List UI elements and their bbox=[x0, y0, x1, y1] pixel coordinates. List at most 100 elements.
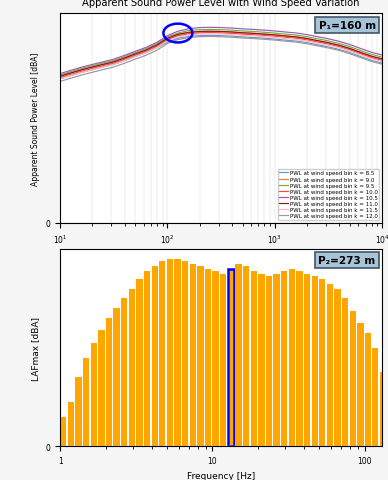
PWL at wind speed bin k = 9.5 bbox=[155, 42, 159, 48]
Bar bbox=[75, 377, 81, 446]
PWL at wind speed bin k = 9.5 bbox=[262, 30, 267, 36]
PWL at wind speed bin k = 9.5 bbox=[230, 28, 234, 34]
PWL at wind speed bin k = 10.0 bbox=[251, 33, 256, 38]
PWL at wind speed bin k = 10.0 bbox=[175, 34, 180, 39]
PWL at wind speed bin k = 10.5 bbox=[305, 33, 310, 38]
PWL at wind speed bin k = 12.0 bbox=[197, 35, 202, 40]
PWL at wind speed bin k = 11.0 bbox=[326, 41, 331, 47]
PWL at wind speed bin k = 10.0 bbox=[100, 64, 105, 70]
PWL at wind speed bin k = 12.0 bbox=[58, 79, 62, 85]
PWL at wind speed bin k = 9.5 bbox=[197, 28, 202, 34]
PWL at wind speed bin k = 10.5 bbox=[58, 72, 62, 77]
Bar bbox=[129, 289, 135, 446]
PWL at wind speed bin k = 12.0 bbox=[305, 42, 310, 48]
PWL at wind speed bin k = 9.0 bbox=[100, 62, 105, 68]
Bar bbox=[235, 264, 242, 446]
PWL at wind speed bin k = 12.0 bbox=[230, 35, 234, 41]
PWL at wind speed bin k = 11.5 bbox=[80, 70, 84, 76]
PWL at wind speed bin k = 11.0 bbox=[337, 43, 342, 49]
PWL at wind speed bin k = 8.5 bbox=[123, 59, 127, 64]
PWL at wind speed bin k = 12.0 bbox=[283, 39, 288, 45]
Bar bbox=[220, 274, 227, 446]
PWL at wind speed bin k = 9.5 bbox=[315, 37, 320, 43]
PWL at wind speed bin k = 11.0 bbox=[197, 30, 202, 36]
PWL at wind speed bin k = 9.0 bbox=[240, 31, 245, 36]
PWL at wind speed bin k = 11.5 bbox=[175, 35, 180, 41]
PWL at wind speed bin k = 12.0 bbox=[315, 44, 320, 49]
PWL at wind speed bin k = 11.5 bbox=[272, 36, 277, 41]
Bar bbox=[174, 259, 181, 446]
Text: P₁=160 m: P₁=160 m bbox=[319, 21, 376, 31]
Bar bbox=[190, 264, 196, 446]
PWL at wind speed bin k = 8.5 bbox=[348, 51, 352, 57]
PWL at wind speed bin k = 10.5 bbox=[251, 27, 256, 33]
PWL at wind speed bin k = 12.0 bbox=[240, 36, 245, 42]
PWL at wind speed bin k = 12.0 bbox=[175, 37, 180, 43]
Bar bbox=[205, 269, 211, 446]
Bar bbox=[312, 276, 318, 446]
PWL at wind speed bin k = 10.5 bbox=[165, 34, 170, 39]
PWL at wind speed bin k = 11.0 bbox=[165, 36, 170, 42]
PWL at wind speed bin k = 8.5 bbox=[240, 35, 245, 41]
PWL at wind speed bin k = 9.5 bbox=[240, 29, 245, 35]
PWL at wind speed bin k = 9.5 bbox=[283, 32, 288, 38]
PWL at wind speed bin k = 10.5 bbox=[144, 46, 148, 51]
PWL at wind speed bin k = 11.0 bbox=[80, 68, 84, 73]
PWL at wind speed bin k = 8.5 bbox=[315, 43, 320, 48]
Bar bbox=[327, 284, 333, 446]
PWL at wind speed bin k = 12.0 bbox=[90, 70, 95, 76]
PWL at wind speed bin k = 11.5 bbox=[208, 32, 213, 37]
PWL at wind speed bin k = 10.5 bbox=[337, 39, 342, 45]
PWL at wind speed bin k = 12.0 bbox=[272, 38, 277, 44]
Line: PWL at wind speed bin k = 11.0: PWL at wind speed bin k = 11.0 bbox=[60, 32, 382, 77]
PWL at wind speed bin k = 11.5 bbox=[123, 59, 127, 64]
PWL at wind speed bin k = 10.5 bbox=[133, 49, 137, 55]
PWL at wind speed bin k = 9.0 bbox=[155, 43, 159, 48]
PWL at wind speed bin k = 8.5 bbox=[272, 37, 277, 43]
PWL at wind speed bin k = 10.0 bbox=[133, 53, 137, 59]
PWL at wind speed bin k = 9.0 bbox=[175, 33, 180, 38]
PWL at wind speed bin k = 10.0 bbox=[326, 42, 331, 48]
PWL at wind speed bin k = 10.5 bbox=[66, 69, 71, 75]
PWL at wind speed bin k = 10.0 bbox=[315, 40, 320, 46]
PWL at wind speed bin k = 11.5 bbox=[326, 43, 331, 49]
PWL at wind speed bin k = 10.0 bbox=[80, 69, 84, 75]
PWL at wind speed bin k = 12.0 bbox=[337, 48, 342, 54]
PWL at wind speed bin k = 10.0 bbox=[66, 73, 71, 79]
PWL at wind speed bin k = 9.0 bbox=[230, 30, 234, 36]
PWL at wind speed bin k = 11.5 bbox=[90, 68, 95, 73]
Bar bbox=[365, 333, 371, 446]
PWL at wind speed bin k = 11.5 bbox=[369, 57, 374, 63]
PWL at wind speed bin k = 12.0 bbox=[165, 42, 170, 48]
PWL at wind speed bin k = 12.0 bbox=[208, 35, 213, 40]
PWL at wind speed bin k = 8.5 bbox=[230, 34, 234, 40]
PWL at wind speed bin k = 10.5 bbox=[262, 28, 267, 34]
PWL at wind speed bin k = 10.0 bbox=[240, 32, 245, 38]
PWL at wind speed bin k = 10.5 bbox=[294, 31, 299, 37]
Text: P₂=273 m: P₂=273 m bbox=[319, 255, 376, 265]
Bar bbox=[136, 279, 143, 446]
PWL at wind speed bin k = 10.0 bbox=[380, 58, 385, 64]
PWL at wind speed bin k = 10.0 bbox=[337, 45, 342, 50]
PWL at wind speed bin k = 11.0 bbox=[294, 35, 299, 41]
PWL at wind speed bin k = 11.0 bbox=[219, 30, 223, 36]
PWL at wind speed bin k = 11.0 bbox=[123, 56, 127, 61]
PWL at wind speed bin k = 11.5 bbox=[380, 60, 385, 65]
PWL at wind speed bin k = 12.0 bbox=[219, 35, 223, 40]
PWL at wind speed bin k = 12.0 bbox=[358, 56, 363, 61]
PWL at wind speed bin k = 9.0 bbox=[219, 30, 223, 36]
PWL at wind speed bin k = 11.5 bbox=[240, 34, 245, 39]
Title: Apparent Sound Power Level with Wind Speed Variation: Apparent Sound Power Level with Wind Spe… bbox=[82, 0, 360, 8]
PWL at wind speed bin k = 9.5 bbox=[58, 73, 62, 79]
PWL at wind speed bin k = 9.0 bbox=[380, 57, 385, 63]
PWL at wind speed bin k = 10.0 bbox=[348, 48, 352, 54]
PWL at wind speed bin k = 11.0 bbox=[315, 39, 320, 45]
Line: PWL at wind speed bin k = 8.5: PWL at wind speed bin k = 8.5 bbox=[60, 36, 382, 80]
PWL at wind speed bin k = 9.0 bbox=[80, 68, 84, 73]
PWL at wind speed bin k = 9.5 bbox=[165, 35, 170, 41]
PWL at wind speed bin k = 10.5 bbox=[123, 53, 127, 59]
PWL at wind speed bin k = 12.0 bbox=[369, 60, 374, 65]
PWL at wind speed bin k = 8.5 bbox=[251, 36, 256, 41]
PWL at wind speed bin k = 9.0 bbox=[111, 60, 116, 66]
PWL at wind speed bin k = 9.5 bbox=[294, 33, 299, 39]
